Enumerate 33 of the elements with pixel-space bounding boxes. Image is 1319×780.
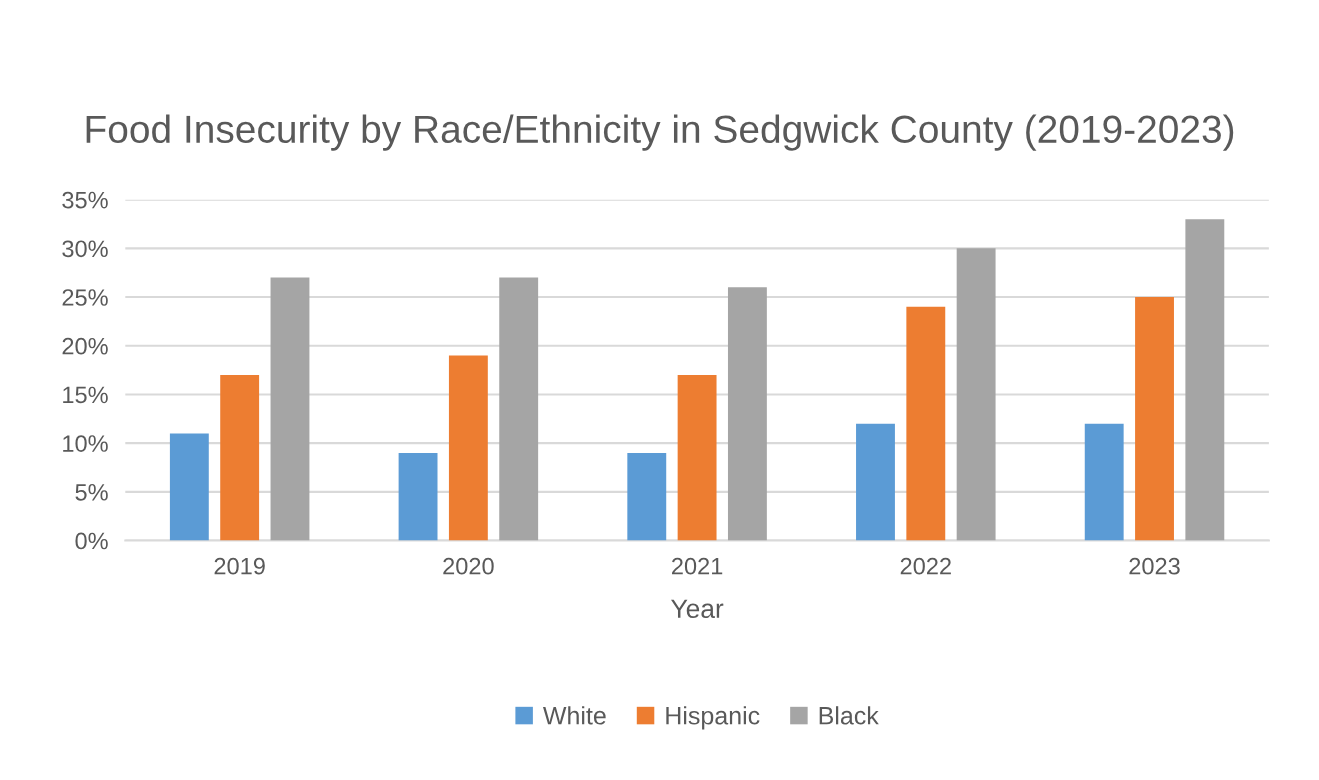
bar xyxy=(169,433,209,541)
y-tick-label: 25% xyxy=(62,289,108,306)
legend-label: Black xyxy=(819,706,879,725)
y-tick-label: 15% xyxy=(63,386,108,404)
bar xyxy=(1084,423,1124,541)
y-tick-label: 35% xyxy=(62,191,108,209)
y-tick-label: 5% xyxy=(75,484,108,501)
y-tick-label: 30% xyxy=(62,240,108,258)
bar xyxy=(856,423,895,541)
x-axis-title: Year xyxy=(671,599,724,619)
bar xyxy=(956,248,996,541)
legend-label: Hispanic xyxy=(666,706,760,730)
bar xyxy=(448,355,488,541)
x-tick-label: 2022 xyxy=(900,557,951,575)
bar xyxy=(727,287,767,541)
bar xyxy=(627,452,667,541)
y-tick-label: 20% xyxy=(62,337,108,355)
x-tick-label: 2020 xyxy=(443,557,494,575)
y-tick-label: 0% xyxy=(75,532,108,550)
bar xyxy=(499,277,539,541)
y-tick-label: 10% xyxy=(63,435,108,452)
bar xyxy=(1135,297,1174,541)
bar xyxy=(677,374,717,541)
chart-title: Food Insecurity by Race/Ethnicity in Sedgwick County (2019-2023) xyxy=(86,114,1234,151)
bar xyxy=(1185,219,1225,541)
bar xyxy=(906,306,946,541)
bar xyxy=(398,452,438,541)
x-tick-label: 2021 xyxy=(672,557,723,575)
bar xyxy=(220,374,260,541)
bar xyxy=(270,277,310,541)
x-tick-label: 2019 xyxy=(214,557,265,575)
x-tick-label: 2023 xyxy=(1129,557,1180,575)
legend-label: White xyxy=(543,706,606,725)
